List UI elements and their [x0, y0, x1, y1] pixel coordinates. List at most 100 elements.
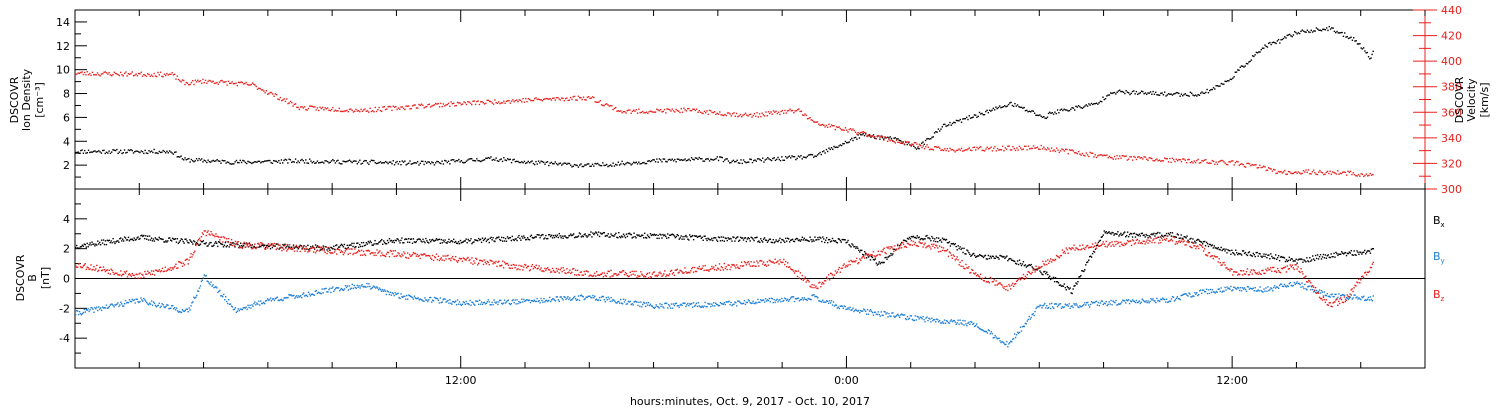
data-point [113, 306, 115, 308]
data-point [742, 239, 745, 241]
data-point [540, 160, 542, 162]
data-point [1225, 163, 1228, 166]
data-point [418, 299, 420, 301]
data-point [764, 298, 767, 300]
data-point [383, 162, 385, 164]
data-point [122, 75, 124, 77]
data-point [852, 128, 854, 130]
data-point [1078, 276, 1080, 278]
data-point [173, 308, 175, 310]
data-point [576, 236, 579, 238]
data-point [343, 110, 346, 112]
data-point [636, 234, 638, 236]
data-point [137, 236, 139, 238]
data-point [933, 240, 935, 242]
data-point [911, 236, 914, 238]
data-point [514, 100, 517, 102]
data-point [412, 298, 415, 300]
data-point [1210, 245, 1213, 247]
data-point [90, 74, 92, 77]
data-point [538, 300, 540, 302]
data-point [852, 139, 854, 142]
data-point [566, 297, 568, 299]
data-point [588, 233, 590, 236]
data-point [118, 274, 120, 276]
data-point [365, 160, 367, 162]
data-point [1137, 234, 1140, 237]
data-point [121, 152, 123, 155]
data-point [933, 132, 936, 134]
data-point [1343, 294, 1346, 297]
data-point [559, 296, 561, 298]
data-point [763, 161, 765, 163]
data-point [1335, 173, 1338, 175]
data-point [1113, 155, 1116, 158]
data-point [91, 151, 94, 153]
data-point [223, 244, 226, 247]
data-point [326, 249, 328, 251]
data-point [1353, 250, 1355, 252]
data-point [846, 129, 848, 131]
data-point [269, 248, 272, 250]
data-point [648, 304, 651, 307]
data-point [461, 303, 464, 305]
data-point [662, 233, 664, 236]
data-point [667, 108, 670, 110]
data-point [975, 323, 978, 325]
data-point [1165, 95, 1167, 97]
data-point [882, 261, 884, 264]
data-point [1269, 258, 1271, 260]
data-point [525, 162, 527, 165]
data-point [381, 288, 384, 291]
data-point [658, 307, 660, 309]
data-point [894, 142, 897, 144]
data-point [1185, 162, 1188, 164]
data-point [1179, 158, 1181, 161]
data-point [961, 247, 963, 250]
data-point [154, 304, 157, 307]
data-point [122, 305, 124, 307]
data-point [840, 241, 842, 243]
data-point [861, 310, 863, 312]
data-point [126, 239, 129, 241]
data-point [611, 105, 613, 107]
data-point [116, 73, 118, 75]
data-point [1063, 150, 1066, 152]
data-point [1242, 65, 1244, 68]
density-tick-label: 14 [56, 16, 70, 29]
data-point [752, 238, 754, 240]
data-point [703, 235, 705, 237]
data-point [545, 161, 547, 164]
data-point [701, 112, 703, 114]
data-point [95, 307, 97, 310]
data-point [1157, 300, 1159, 302]
data-point [1291, 285, 1293, 287]
data-point [873, 311, 876, 314]
data-point [1291, 35, 1293, 38]
data-point [1314, 30, 1316, 32]
field-tick-label: 4 [63, 213, 70, 226]
data-point [256, 302, 258, 304]
data-point [851, 309, 853, 311]
data-point [994, 334, 996, 337]
data-point [385, 243, 388, 245]
data-point [1076, 106, 1078, 108]
data-point [368, 111, 370, 113]
data-point [262, 302, 264, 305]
data-point [1086, 302, 1088, 304]
data-point [472, 159, 474, 162]
data-point [707, 113, 709, 116]
data-point [825, 300, 828, 302]
data-point [964, 149, 967, 151]
data-point [477, 237, 480, 240]
data-point [105, 72, 108, 74]
data-point [708, 238, 710, 240]
data-point [1016, 104, 1019, 106]
data-point [830, 124, 833, 126]
data-point [546, 161, 549, 163]
data-point [1191, 296, 1193, 298]
data-point [900, 243, 902, 245]
data-point [1206, 161, 1208, 164]
data-point [300, 295, 302, 297]
data-point [958, 323, 960, 325]
